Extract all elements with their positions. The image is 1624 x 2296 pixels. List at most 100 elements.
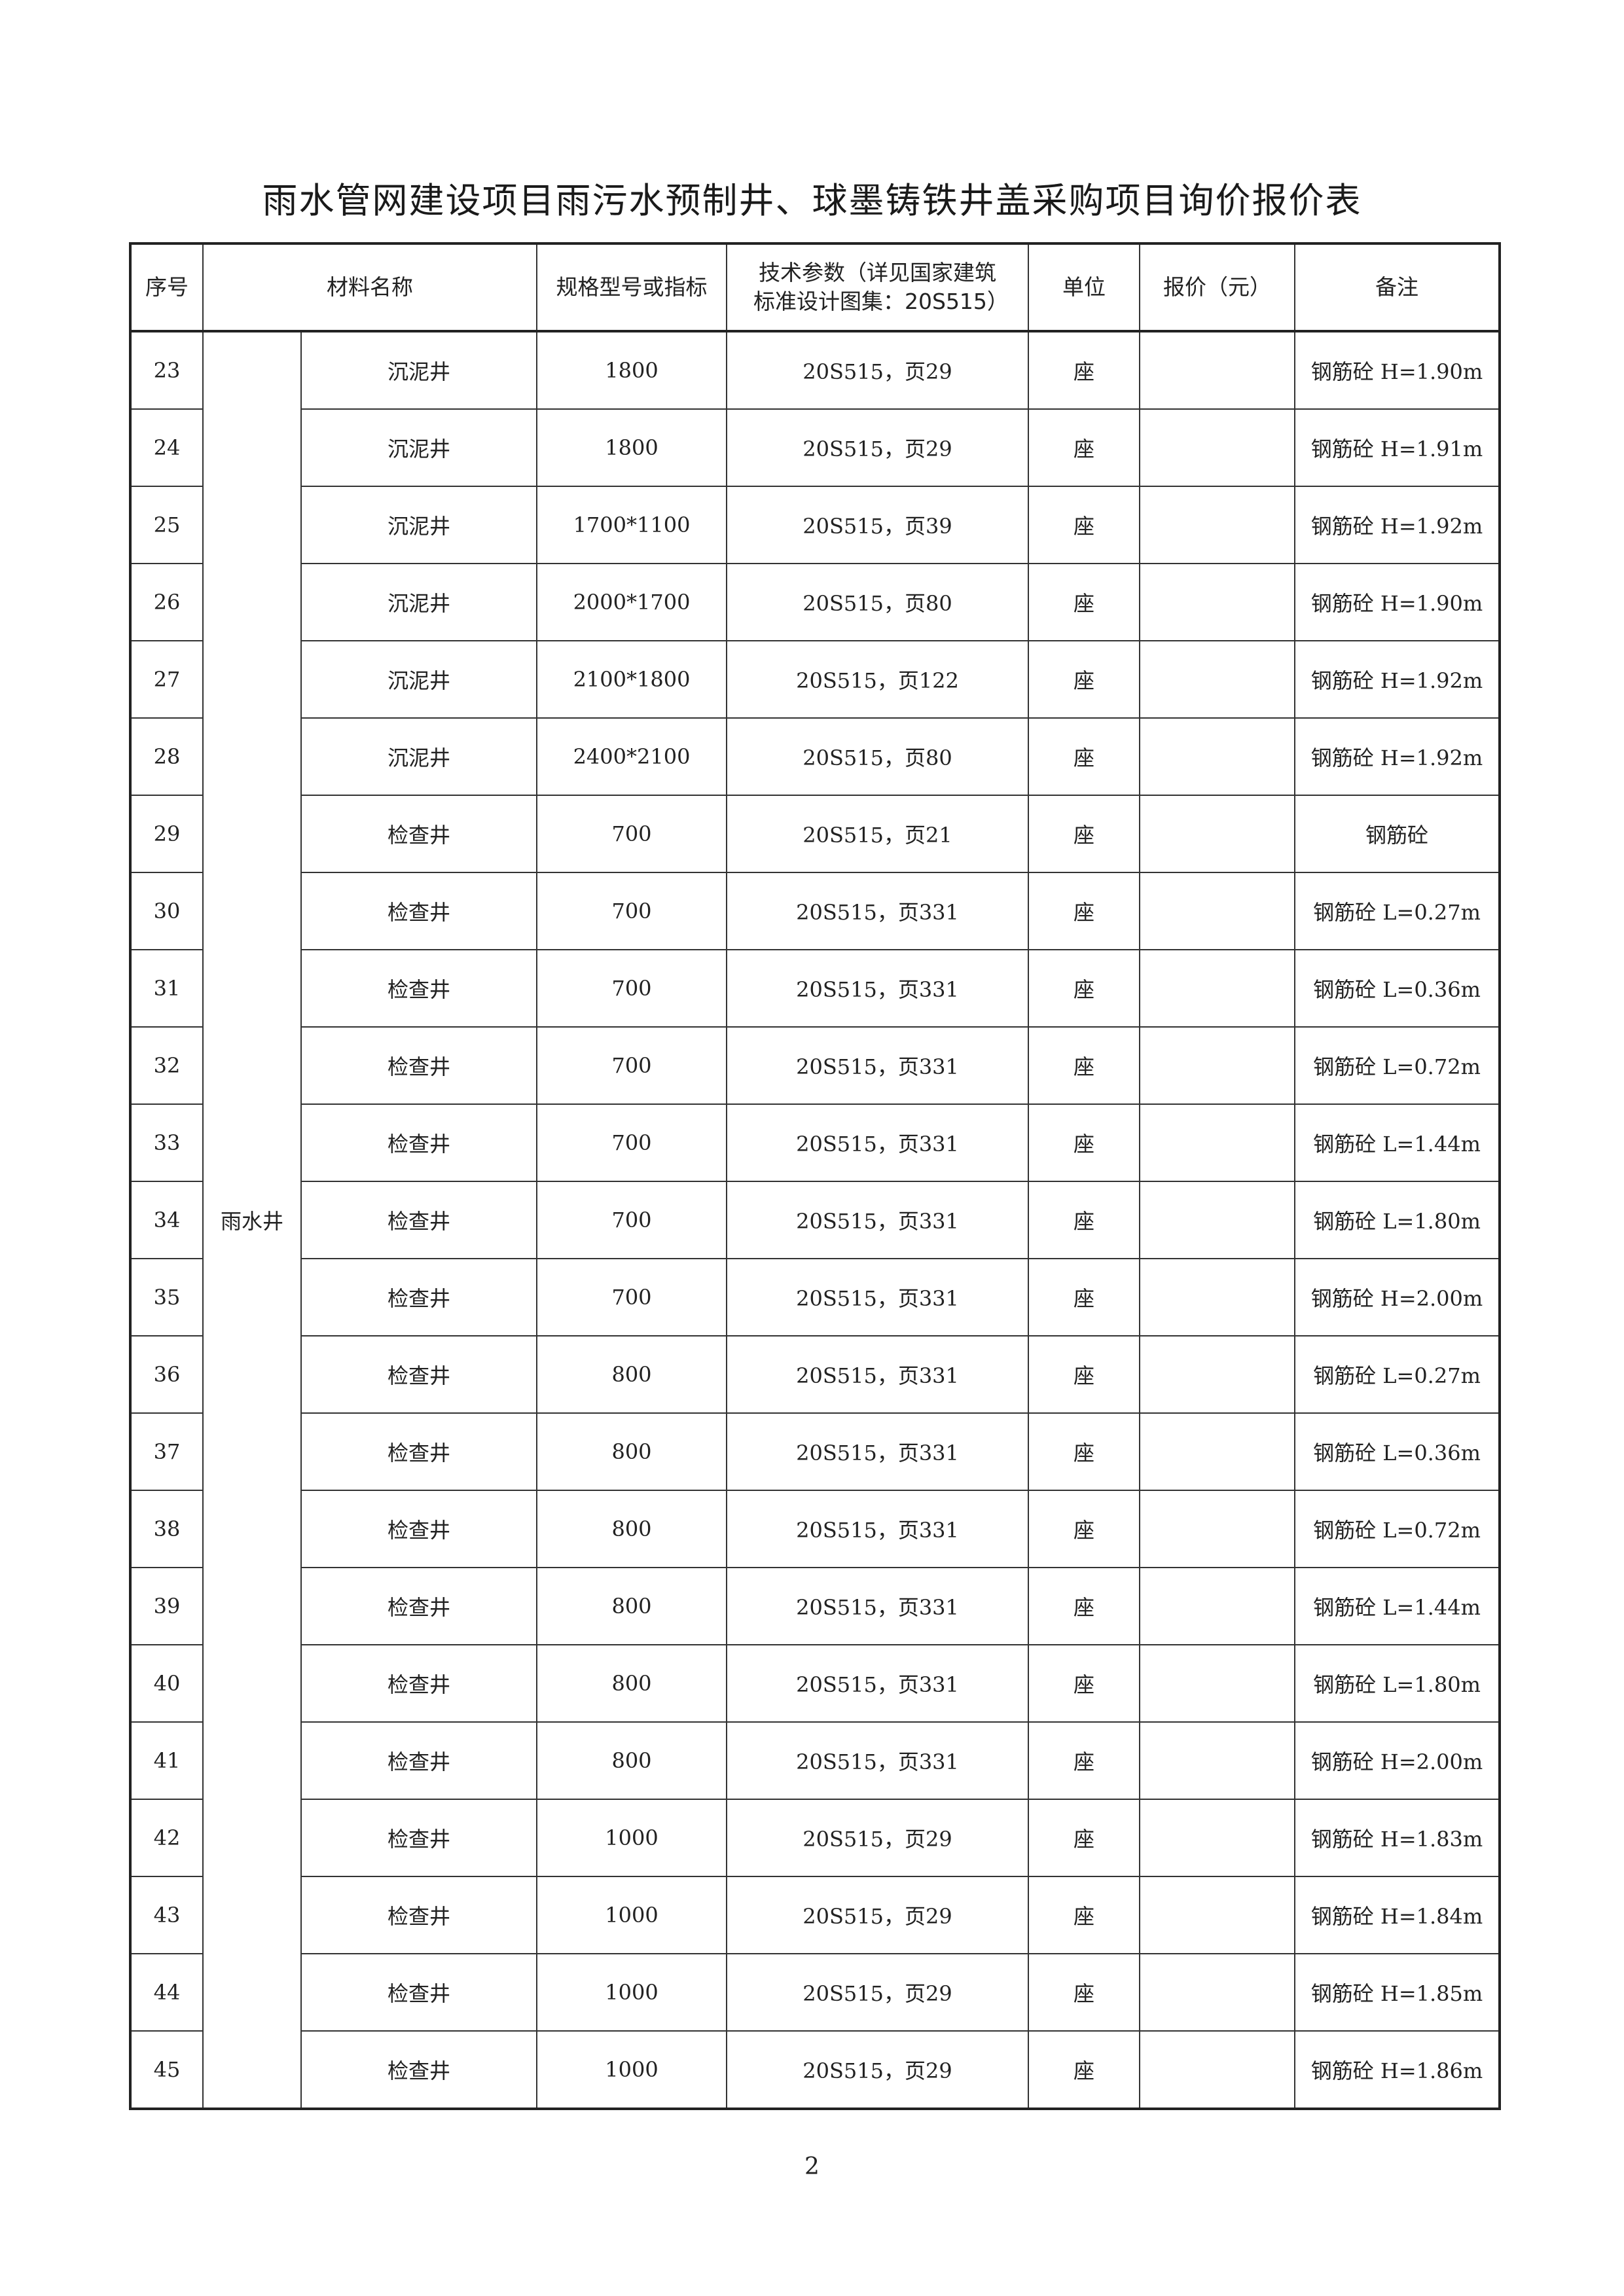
table-row: 26 沉泥井 2000*1700 20S515，页80 座 钢筋砼 H=1.90m [130, 563, 1500, 641]
price-input[interactable] [1139, 1721, 1295, 1800]
tech-param: 20S515，页331 [726, 1181, 1029, 1259]
tech-param: 20S515，页331 [726, 1644, 1029, 1723]
price-input[interactable] [1139, 563, 1295, 641]
material-name: 检查井 [300, 2030, 537, 2109]
row-number: 29 [130, 795, 204, 873]
row-number: 42 [130, 1799, 204, 1877]
price-input[interactable] [1139, 1335, 1295, 1414]
unit-value: 座 [1028, 2030, 1140, 2109]
table-row: 28 沉泥井 2400*2100 20S515，页80 座 钢筋砼 H=1.92m [130, 717, 1500, 796]
price-input[interactable] [1139, 1799, 1295, 1877]
header-spec: 规格型号或指标 [536, 243, 727, 332]
spec-value: 700 [536, 1181, 727, 1259]
spec-value: 1700*1100 [536, 486, 727, 564]
price-input[interactable] [1139, 795, 1295, 873]
price-input[interactable] [1139, 1644, 1295, 1723]
material-name: 检查井 [300, 1103, 537, 1182]
price-input[interactable] [1139, 1490, 1295, 1568]
price-input[interactable] [1139, 1412, 1295, 1491]
spec-value: 1000 [536, 1953, 727, 2032]
material-name: 检查井 [300, 1026, 537, 1105]
row-number: 31 [130, 949, 204, 1028]
material-name: 沉泥井 [300, 486, 537, 564]
row-number: 37 [130, 1412, 204, 1491]
remark-value: 钢筋砼 L=0.36m [1294, 949, 1500, 1028]
spec-value: 700 [536, 1258, 727, 1336]
price-input[interactable] [1139, 1026, 1295, 1105]
spec-value: 2400*2100 [536, 717, 727, 796]
quotation-table: 序号 材料名称 规格型号或指标 技术参数（详见国家建筑标准设计图集：20S515… [129, 242, 1501, 2110]
tech-param: 20S515，页29 [726, 408, 1029, 487]
unit-value: 座 [1028, 408, 1140, 487]
unit-value: 座 [1028, 640, 1140, 719]
material-name: 沉泥井 [300, 640, 537, 719]
price-input[interactable] [1139, 331, 1295, 410]
header-tech: 技术参数（详见国家建筑标准设计图集：20S515） [726, 243, 1029, 332]
price-input[interactable] [1139, 2030, 1295, 2109]
price-input[interactable] [1139, 1953, 1295, 2032]
material-name: 检查井 [300, 1799, 537, 1877]
unit-value: 座 [1028, 1026, 1140, 1105]
spec-value: 800 [536, 1335, 727, 1414]
table-row: 45 检查井 1000 20S515，页29 座 钢筋砼 H=1.86m [130, 2030, 1500, 2109]
price-input[interactable] [1139, 717, 1295, 796]
material-name: 检查井 [300, 1181, 537, 1259]
tech-param: 20S515，页331 [726, 1490, 1029, 1568]
tech-param: 20S515，页21 [726, 795, 1029, 873]
unit-value: 座 [1028, 1181, 1140, 1259]
tech-param: 20S515，页331 [726, 1412, 1029, 1491]
header-row: 序号 材料名称 规格型号或指标 技术参数（详见国家建筑标准设计图集：20S515… [130, 243, 1500, 332]
table-body: 23 雨水井 沉泥井 1800 20S515，页29 座钢筋砼 H=1.90m 24 沉泥井 1… [130, 331, 1500, 2109]
tech-param: 20S515，页331 [726, 1026, 1029, 1105]
remark-value: 钢筋砼 L=0.27m [1294, 872, 1500, 950]
price-input[interactable] [1139, 949, 1295, 1028]
price-input[interactable] [1139, 640, 1295, 719]
table-row: 30 检查井 700 20S515，页331 座 钢筋砼 L=0.27m [130, 872, 1500, 950]
tech-param: 20S515，页331 [726, 949, 1029, 1028]
spec-value: 700 [536, 872, 727, 950]
unit-value: 座 [1028, 563, 1140, 641]
tech-param: 20S515，页29 [726, 1799, 1029, 1877]
tech-param: 20S515，页39 [726, 486, 1029, 564]
row-number: 41 [130, 1721, 204, 1800]
price-input[interactable] [1139, 1181, 1295, 1259]
row-number: 24 [130, 408, 204, 487]
table-row: 25 沉泥井 1700*1100 20S515，页39 座 钢筋砼 H=1.92m [130, 486, 1500, 564]
price-input[interactable] [1139, 486, 1295, 564]
remark-value: 钢筋砼 H=1.84m [1294, 1876, 1500, 1954]
price-input[interactable] [1139, 1876, 1295, 1954]
remark-value: 钢筋砼 L=0.72m [1294, 1026, 1500, 1105]
tech-param: 20S515，页29 [726, 331, 1029, 410]
material-name: 沉泥井 [300, 408, 537, 487]
remark-value: 钢筋砼 H=1.92m [1294, 640, 1500, 719]
remark-value: 钢筋砼 H=1.85m [1294, 1953, 1500, 2032]
remark-value: 钢筋砼 H=1.91m [1294, 408, 1500, 487]
price-input[interactable] [1139, 872, 1295, 950]
unit-value: 座 [1028, 1799, 1140, 1877]
material-name: 检查井 [300, 949, 537, 1028]
tech-param: 20S515，页122 [726, 640, 1029, 719]
unit-value: 座 [1028, 1412, 1140, 1491]
tech-param: 20S515，页331 [726, 1258, 1029, 1336]
price-input[interactable] [1139, 1258, 1295, 1336]
spec-value: 1000 [536, 1799, 727, 1877]
table-row: 40 检查井 800 20S515，页331 座 钢筋砼 L=1.80m [130, 1644, 1500, 1723]
material-name: 检查井 [300, 1953, 537, 2032]
spec-value: 700 [536, 1026, 727, 1105]
tech-param: 20S515，页331 [726, 1567, 1029, 1645]
header-unit: 单位 [1028, 243, 1140, 332]
material-name: 检查井 [300, 1258, 537, 1336]
spec-value: 700 [536, 795, 727, 873]
tech-param: 20S515，页29 [726, 2030, 1029, 2109]
table-row: 41 检查井 800 20S515，页331 座 钢筋砼 H=2.00m [130, 1721, 1500, 1800]
price-input[interactable] [1139, 1567, 1295, 1645]
table-row: 39 检查井 800 20S515，页331 座 钢筋砼 L=1.44m [130, 1567, 1500, 1645]
price-input[interactable] [1139, 408, 1295, 487]
price-input[interactable] [1139, 1103, 1295, 1182]
unit-value: 座 [1028, 486, 1140, 564]
spec-value: 800 [536, 1490, 727, 1568]
tech-param: 20S515，页331 [726, 1721, 1029, 1800]
remark-value: 钢筋砼 L=0.36m [1294, 1412, 1500, 1491]
remark-value: 钢筋砼 H=1.92m [1294, 717, 1500, 796]
document-title: 雨水管网建设项目雨污水预制井、球墨铸铁井盖采购项目询价报价表 [262, 180, 1362, 221]
